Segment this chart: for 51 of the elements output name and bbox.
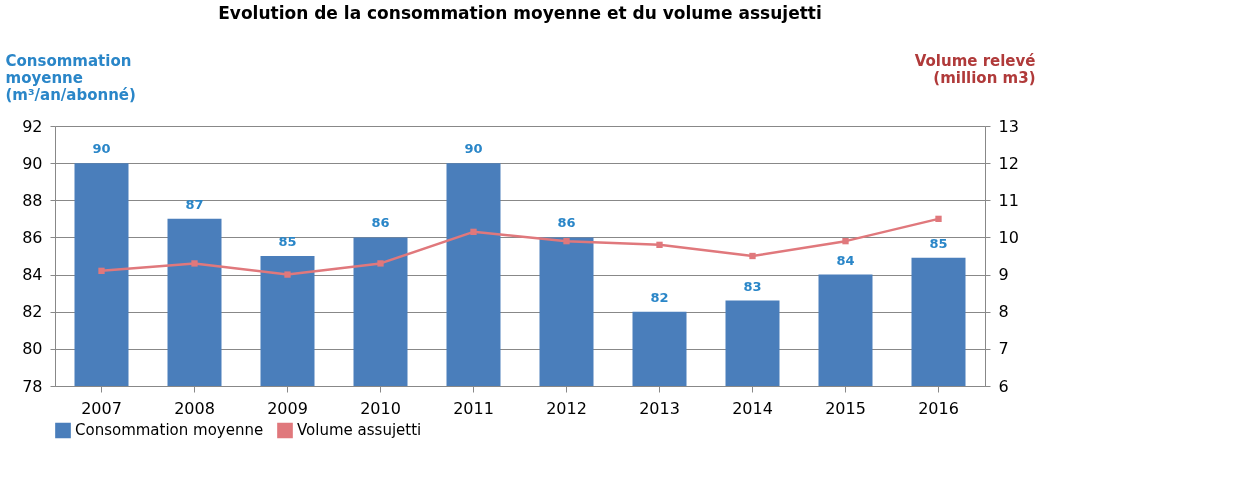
x-tick-label: 2016 (918, 398, 959, 418)
y2-tick-label: 7 (998, 339, 1009, 359)
x-tick-label: 2014 (732, 398, 773, 418)
y2-tick-label: 11 (998, 190, 1019, 210)
y2-tick-label: 6 (998, 376, 1009, 396)
y2-tick-label: 8 (998, 302, 1009, 322)
point (656, 241, 663, 249)
point (749, 252, 756, 260)
x-tick-label: 2011 (453, 398, 494, 418)
point (284, 271, 291, 278)
data-label: 83 (743, 278, 762, 294)
x-tick-label: 2013 (639, 398, 680, 418)
y2-tick-label: 10 (998, 227, 1019, 247)
y2-tick-label: 13 (998, 116, 1019, 136)
x-tick-label: 2015 (825, 398, 866, 418)
point (470, 228, 477, 236)
data-label: 85 (278, 234, 297, 249)
y-tick-label: 88 (22, 190, 43, 210)
point (377, 260, 384, 267)
y-tick-label: 82 (22, 302, 43, 322)
chart-title: Evolution de la consommation moyenne et du volume assujetti (218, 3, 822, 23)
legend-label: Consommation moyenne (75, 421, 264, 440)
legend-label: Volume assujetti (297, 421, 422, 440)
point (98, 267, 105, 275)
point (935, 215, 942, 223)
point (842, 237, 849, 245)
y2-axis-title: Volume relevé (million m3) (914, 51, 1036, 87)
y2-tick-label: 9 (998, 265, 1009, 285)
data-label: 87 (185, 196, 204, 212)
data-label: 90 (464, 141, 483, 157)
x-tick-label: 2012 (546, 398, 587, 418)
y-tick-label: 92 (22, 116, 43, 136)
y-tick-label: 86 (22, 227, 43, 247)
data-label: 84 (836, 252, 855, 268)
point (563, 237, 570, 245)
y-tick-label: 78 (22, 376, 43, 396)
y-tick-label: 84 (22, 265, 43, 285)
data-label: 86 (557, 215, 576, 231)
point (191, 260, 198, 267)
data-label: 82 (650, 289, 669, 305)
data-label: 85 (929, 235, 948, 251)
y-tick-label: 90 (22, 153, 43, 173)
data-label: 90 (92, 141, 111, 157)
x-tick-label: 2010 (360, 398, 401, 418)
x-tick-label: 2007 (81, 398, 122, 418)
data-label: 86 (371, 215, 390, 231)
x-tick-label: 2009 (267, 398, 308, 418)
y-axis-title: Consommation moyenne (m³/an/abonné) (5, 51, 136, 104)
y-tick-label: 80 (22, 339, 43, 359)
x-tick-label: 2008 (174, 398, 215, 418)
y2-tick-label: 12 (998, 153, 1019, 173)
